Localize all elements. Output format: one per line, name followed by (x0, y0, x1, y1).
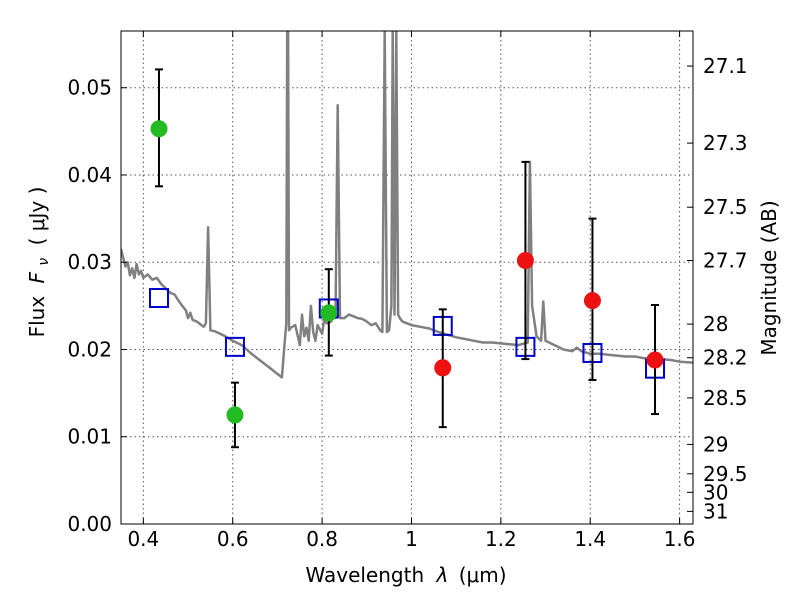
photometry-point (516, 251, 534, 269)
photometry-point (320, 304, 338, 322)
y2-tick-label: 29 (703, 432, 728, 456)
y2-tick-label: 27.7 (703, 248, 748, 272)
y-tick-label: 0.04 (67, 163, 112, 187)
x-tick-label: 1.6 (664, 527, 696, 551)
y2-tick-label: 28.2 (703, 346, 748, 370)
data-point (434, 308, 452, 429)
photometry-point (226, 406, 244, 424)
data-point (226, 381, 244, 449)
x-tick-label: 0.4 (127, 527, 159, 551)
plot-frame (120, 30, 694, 525)
y2-tick-label: 28 (703, 312, 728, 336)
plot-area (121, 31, 693, 449)
y2-axis-label: Magnitude (AB) (757, 200, 781, 355)
y2-tick-label: 31 (703, 499, 728, 523)
ticks: 0.4 0.6 0.8 1 1.2 1.4 1.6 0.00 0.01 0.02 0.03 0.04 0… (67, 31, 748, 551)
y-tick-label: 0.00 (67, 512, 112, 536)
data-point (150, 68, 168, 188)
y2-tick-label: 28.5 (703, 386, 748, 410)
y2-tick-label: 27.3 (703, 131, 748, 155)
x-tick-label: 1 (405, 527, 418, 551)
y2-tick-label: 29.5 (703, 462, 748, 486)
y2-tick-label: 27.1 (703, 54, 748, 78)
y2-tick-label: 27.5 (703, 195, 748, 219)
x-tick-label: 0.6 (217, 527, 249, 551)
y-tick-label: 0.05 (67, 76, 112, 100)
x-axis-label: Wavelength λ (μm) (305, 563, 506, 587)
data-point (583, 217, 601, 382)
model-spectrum-line (121, 31, 693, 379)
x-tick-label: 0.8 (306, 527, 338, 551)
data-point (646, 303, 664, 416)
y2-tick-label: 30 (703, 480, 728, 504)
photometry-point (646, 351, 664, 369)
x-tick-label: 1.4 (574, 527, 606, 551)
model-band-square (224, 336, 245, 357)
grid (121, 31, 693, 524)
y-tick-label: 0.03 (67, 250, 112, 274)
x-tick-label: 1.2 (485, 527, 517, 551)
photometry-point (583, 292, 601, 310)
data-point (516, 160, 534, 361)
model-band-square (148, 288, 169, 309)
y-axis-label: Flux F ν ( μJy ) (25, 187, 53, 338)
photometry-point (150, 120, 168, 138)
y-tick-label: 0.01 (67, 425, 112, 449)
y-tick-label: 0.02 (67, 337, 112, 361)
data-point (320, 268, 338, 357)
photometry-point (434, 359, 452, 377)
